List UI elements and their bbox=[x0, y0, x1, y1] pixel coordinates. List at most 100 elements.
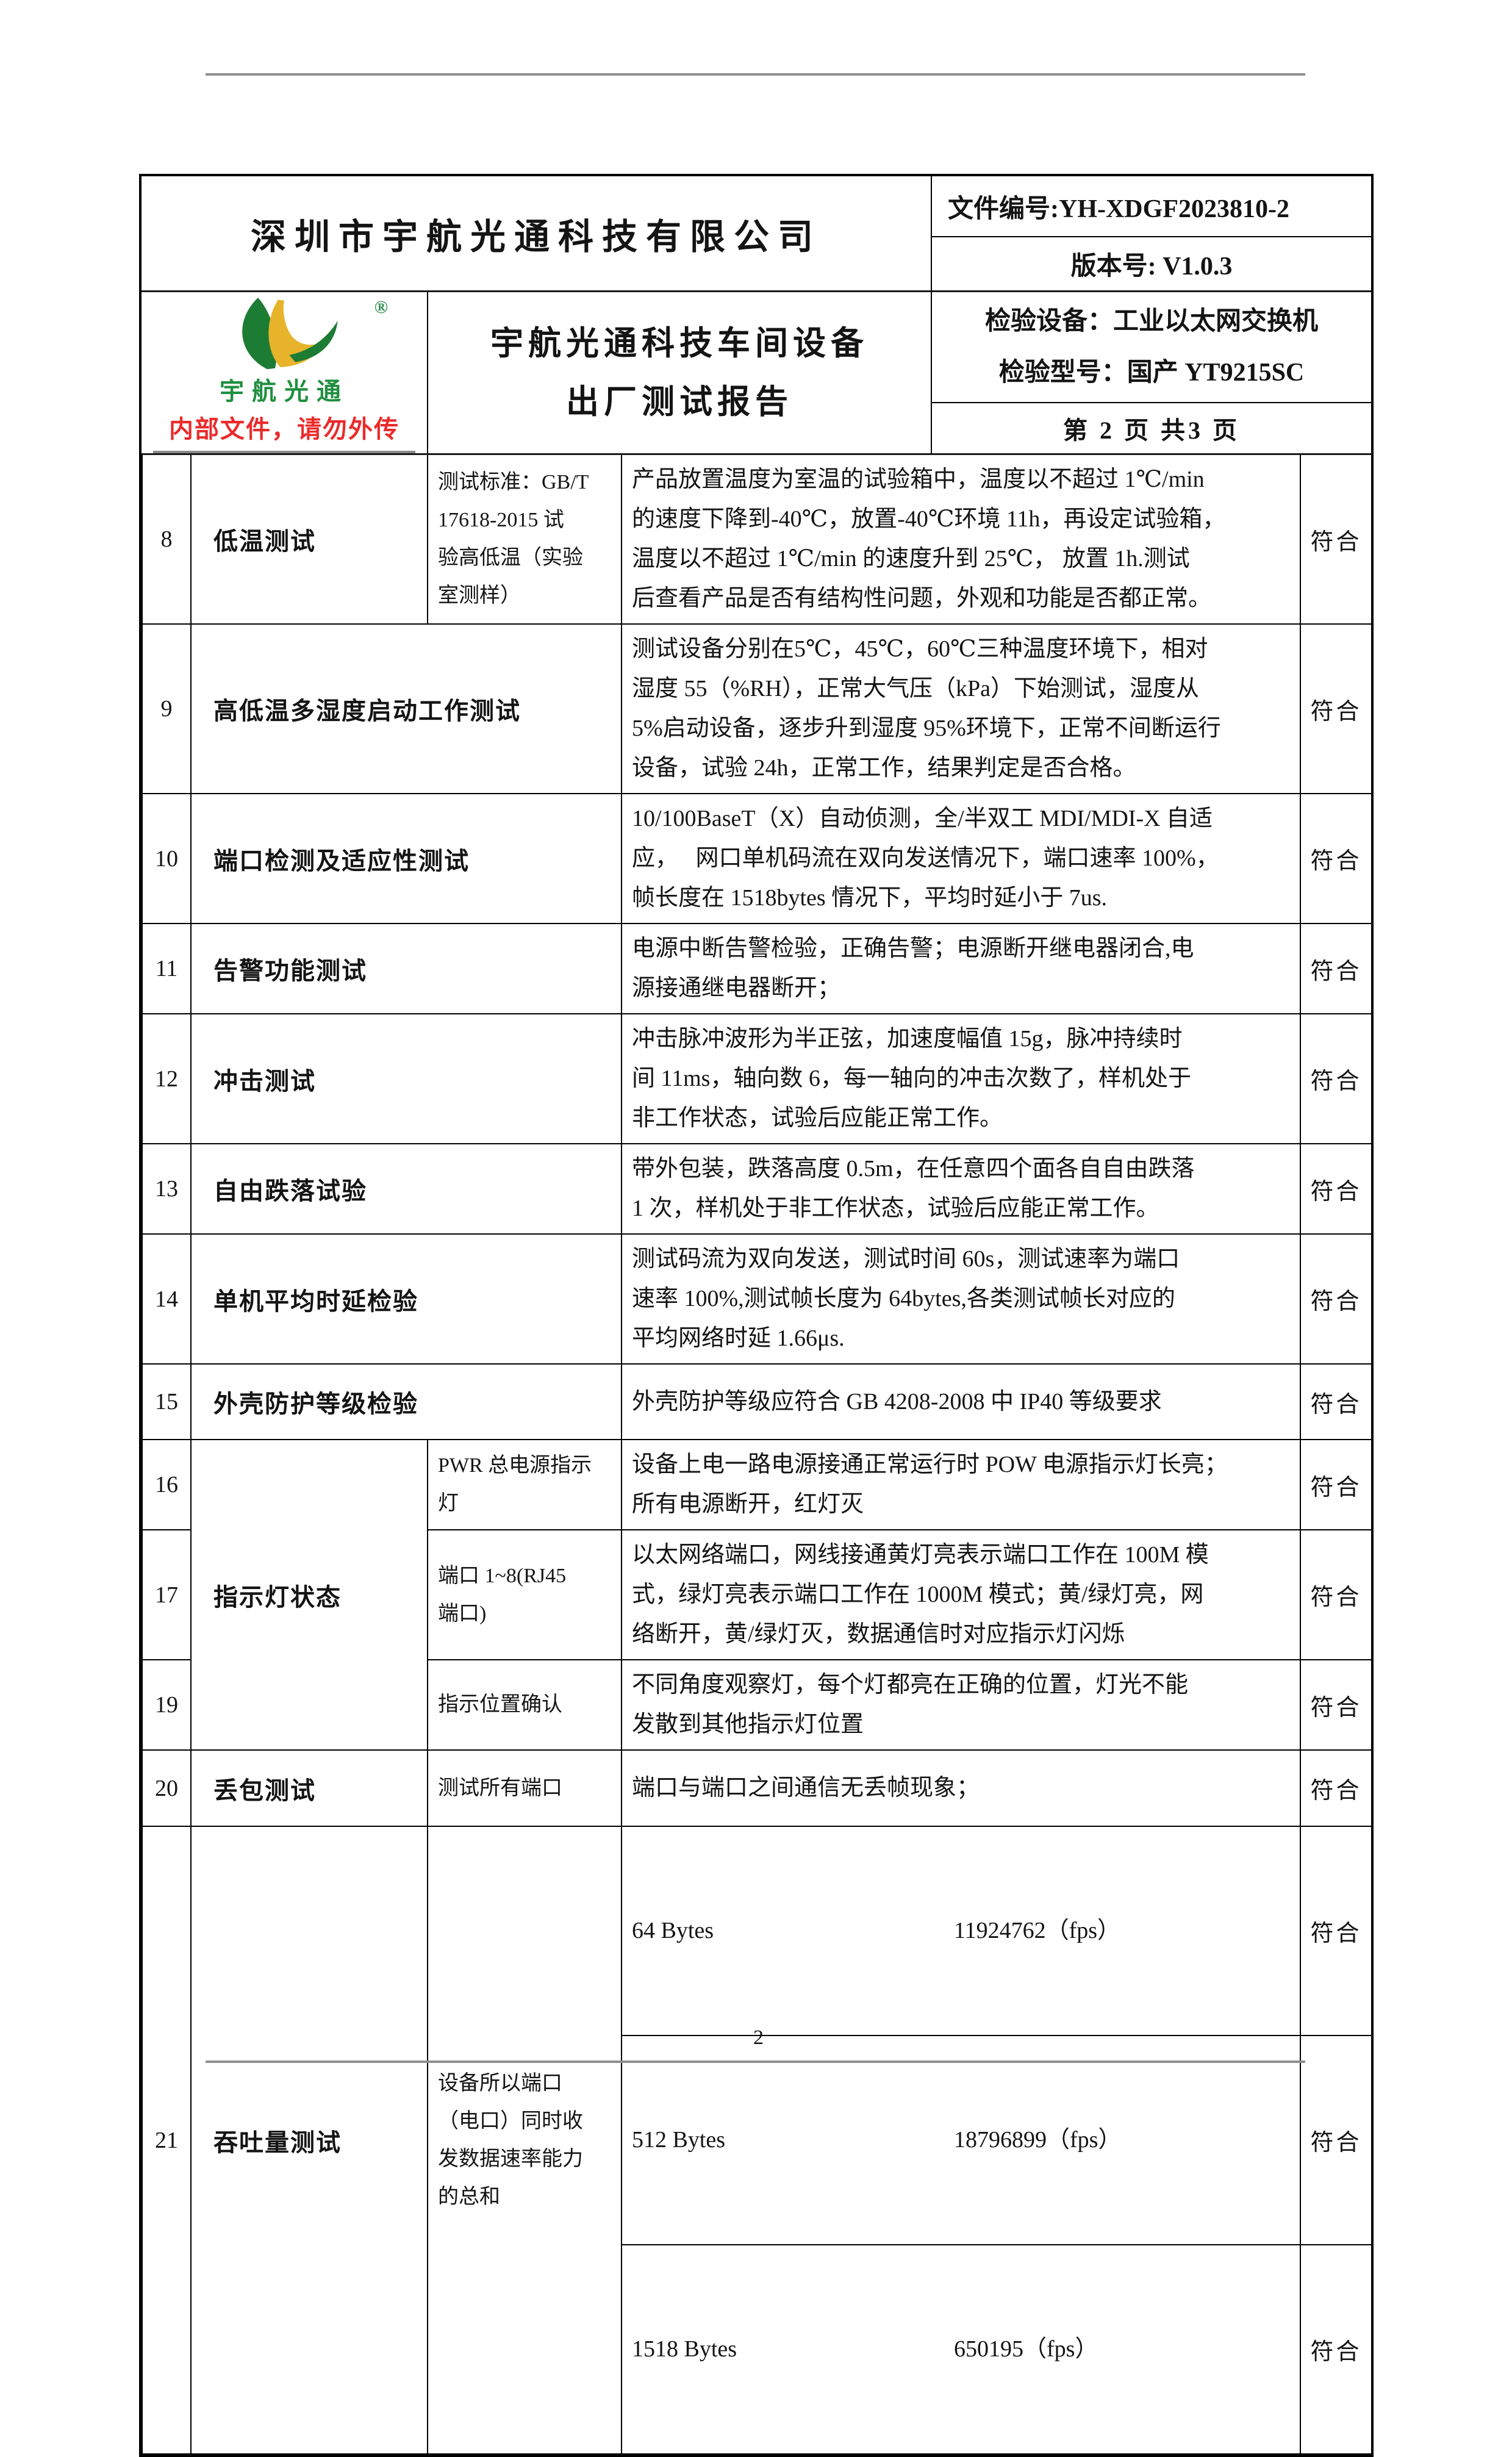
test-description: 带外包装，跌落高度 0.5m，在任意四个面各自自由跌落 1 次，样机处于非工作状… bbox=[621, 1143, 1301, 1235]
device-info: 检验设备：工业以太网交换机 检验型号：国产 YT9215SC bbox=[932, 292, 1371, 403]
test-result: 符合 bbox=[1300, 1013, 1372, 1144]
row-number: 20 bbox=[142, 1749, 192, 1827]
test-result: 符合 bbox=[1300, 623, 1372, 794]
table-row: 14 单机平均时延检验 测试码流为双向发送，测试时间 60s，测试速率为端口 速… bbox=[142, 1233, 1372, 1365]
report-header: 深圳市宇航光通科技有限公司 文件编号:YH-XDGF2023810-2 版本号:… bbox=[142, 176, 1371, 453]
test-result: 符合 bbox=[1300, 1233, 1372, 1365]
test-result: 符合 bbox=[1300, 923, 1372, 1014]
registered-trademark-icon: ® bbox=[374, 297, 388, 317]
inspected-device: 检验设备：工业以太网交换机 bbox=[984, 307, 1318, 335]
test-name: 丢包测试 bbox=[190, 1749, 428, 1827]
test-description: 外壳防护等级应符合 GB 4208-2008 中 IP40 等级要求 bbox=[621, 1363, 1301, 1440]
table-row: 20 丢包测试 测试所有端口 端口与端口之间通信无丢帧现象； 符合 bbox=[142, 1749, 1372, 1827]
test-report-sheet: 深圳市宇航光通科技有限公司 文件编号:YH-XDGF2023810-2 版本号:… bbox=[139, 174, 1374, 2457]
test-name: 冲击测试 bbox=[190, 1013, 622, 1144]
test-name: 指示灯状态 bbox=[190, 1439, 428, 1751]
row-number: 21 bbox=[142, 1826, 192, 2455]
table-row: 8 低温测试 测试标准：GB/T 17618-2015 试 验高低温（实验 室测… bbox=[142, 453, 1372, 625]
row-number: 11 bbox=[142, 923, 192, 1014]
test-standard: 测试标准：GB/T 17618-2015 试 验高低温（实验 室测样） bbox=[427, 453, 622, 625]
throughput-value: 650195（fps） bbox=[954, 2336, 1098, 2362]
test-result: 符合 bbox=[1300, 1439, 1372, 1530]
test-result: 符合 bbox=[1300, 1826, 1372, 2036]
test-name: 告警功能测试 bbox=[190, 923, 622, 1014]
table-row: 15 外壳防护等级检验 外壳防护等级应符合 GB 4208-2008 中 IP4… bbox=[142, 1363, 1372, 1440]
company-logo bbox=[242, 297, 338, 370]
test-subitem: 端口 1~8(RJ45 端口) bbox=[427, 1529, 622, 1660]
test-description: 设备上电一路电源接通正常运行时 POW 电源指示灯长亮； 所有电源断开，红灯灭 bbox=[621, 1439, 1301, 1530]
test-name: 低温测试 bbox=[190, 453, 428, 625]
row-number: 15 bbox=[142, 1363, 192, 1440]
test-description: 电源中断告警检验，正确告警；电源断开继电器闭合,电 源接通继电器断开； bbox=[621, 923, 1301, 1014]
row-number: 17 bbox=[142, 1529, 192, 1660]
test-description: 测试码流为双向发送，测试时间 60s，测试速率为端口 速率 100%,测试帧长度… bbox=[621, 1233, 1301, 1365]
table-row: 11 告警功能测试 电源中断告警检验，正确告警；电源断开继电器闭合,电 源接通继… bbox=[142, 923, 1372, 1014]
page-info: 第 2 页 共3 页 bbox=[1063, 417, 1240, 444]
frame-size: 512 Bytes bbox=[632, 2127, 726, 2153]
row-number: 8 bbox=[142, 453, 192, 625]
table-row: 19 指示位置确认 不同角度观察灯，每个灯都亮在正确的位置，灯光不能 发散到其他… bbox=[142, 1659, 1372, 1751]
test-result: 符合 bbox=[1300, 1143, 1372, 1235]
logo-cell: ® 宇航光通 内部文件，请勿外传 bbox=[142, 292, 428, 453]
table-row: 10 端口检测及适应性测试 10/100BaseT（X）自动侦测，全/半双工 M… bbox=[142, 793, 1372, 924]
logo-brand-text: 宇航光通 bbox=[220, 377, 349, 405]
test-subitem: 设备所以端口 （电口）同时收 发数据速率能力 的总和 bbox=[427, 1826, 622, 2455]
frame-size: 1518 Bytes bbox=[632, 2336, 737, 2362]
logo-underline bbox=[153, 450, 415, 453]
throughput-measurement: 1518 Bytes 650195（fps） bbox=[621, 2244, 1301, 2455]
test-name: 吞吐量测试 bbox=[190, 1826, 428, 2455]
throughput-measurement: 512 Bytes 18796899（fps） bbox=[621, 2035, 1301, 2245]
row-number: 12 bbox=[142, 1013, 192, 1144]
report-title: 宇航光通科技车间设备 出厂测试报告 bbox=[428, 292, 932, 453]
confidential-notice: 内部文件，请勿外传 bbox=[169, 415, 399, 443]
test-description: 端口与端口之间通信无丢帧现象； bbox=[621, 1749, 1301, 1827]
row-number: 16 bbox=[142, 1439, 192, 1530]
table-row: 9 高低温多湿度启动工作测试 测试设备分别在5℃，45℃，60℃三种温度环境下，… bbox=[142, 623, 1372, 794]
test-name: 自由跌落试验 bbox=[190, 1143, 622, 1235]
test-description: 以太网络端口，网线接通黄灯亮表示端口工作在 100M 模 式，绿灯亮表示端口工作… bbox=[621, 1529, 1301, 1660]
throughput-value: 18796899（fps） bbox=[954, 2127, 1122, 2153]
test-subitem: 测试所有端口 bbox=[427, 1749, 622, 1827]
table-row: 13 自由跌落试验 带外包装，跌落高度 0.5m，在任意四个面各自自由跌落 1 … bbox=[142, 1143, 1372, 1235]
test-description: 10/100BaseT（X）自动侦测，全/半双工 MDI/MDI-X 自适 应，… bbox=[621, 793, 1301, 924]
test-result: 符合 bbox=[1300, 2244, 1372, 2455]
test-result: 符合 bbox=[1300, 1529, 1372, 1660]
table-row: 21 吞吐量测试 设备所以端口 （电口）同时收 发数据速率能力 的总和 64 B… bbox=[142, 1826, 1372, 2455]
test-description: 产品放置温度为室温的试验箱中，温度以不超过 1℃/min 的速度下降到-40℃，… bbox=[621, 453, 1301, 625]
test-description: 冲击脉冲波形为半正弦，加速度幅值 15g，脉冲持续时 间 11ms，轴向数 6，… bbox=[621, 1013, 1301, 1144]
company-name: 深圳市宇航光通科技有限公司 bbox=[142, 176, 932, 292]
test-results-table: 8 低温测试 测试标准：GB/T 17618-2015 试 验高低温（实验 室测… bbox=[142, 453, 1372, 2455]
test-subitem: PWR 总电源指示 灯 bbox=[427, 1439, 622, 1530]
row-number: 10 bbox=[142, 793, 192, 924]
document-number: 文件编号:YH-XDGF2023810-2 bbox=[932, 176, 1371, 237]
footer-page-number: 2 bbox=[753, 2026, 764, 2049]
inspected-model: 检验型号：国产 YT9215SC bbox=[998, 359, 1305, 387]
row-number: 14 bbox=[142, 1233, 192, 1365]
test-result: 符合 bbox=[1300, 453, 1372, 625]
test-result: 符合 bbox=[1300, 2035, 1372, 2245]
frame-size: 64 Bytes bbox=[632, 1918, 714, 1943]
table-row: 16 指示灯状态 PWR 总电源指示 灯 设备上电一路电源接通正常运行时 POW… bbox=[142, 1439, 1372, 1751]
test-name: 单机平均时延检验 bbox=[190, 1233, 622, 1365]
test-result: 符合 bbox=[1300, 793, 1372, 924]
report-title-line1: 宇航光通科技车间设备 bbox=[490, 325, 869, 362]
report-title-line2: 出厂测试报告 bbox=[566, 384, 793, 420]
table-row: 12 冲击测试 冲击脉冲波形为半正弦，加速度幅值 15g，脉冲持续时 间 11m… bbox=[142, 1013, 1372, 1144]
test-name: 外壳防护等级检验 bbox=[190, 1363, 622, 1440]
test-name: 高低温多湿度启动工作测试 bbox=[190, 623, 622, 794]
test-result: 符合 bbox=[1300, 1659, 1372, 1751]
test-result: 符合 bbox=[1300, 1363, 1372, 1440]
test-result: 符合 bbox=[1300, 1749, 1372, 1827]
throughput-value: 11924762（fps） bbox=[954, 1918, 1121, 1943]
test-description: 不同角度观察灯，每个灯都亮在正确的位置，灯光不能 发散到其他指示灯位置 bbox=[621, 1659, 1301, 1751]
test-name: 端口检测及适应性测试 bbox=[190, 793, 622, 924]
test-description: 测试设备分别在5℃，45℃，60℃三种温度环境下，相对 湿度 55（%RH），正… bbox=[621, 623, 1301, 794]
bottom-page-rule bbox=[206, 2061, 1305, 2063]
top-page-rule bbox=[206, 73, 1305, 76]
row-number: 13 bbox=[142, 1143, 192, 1235]
table-row: 17 端口 1~8(RJ45 端口) 以太网络端口，网线接通黄灯亮表示端口工作在… bbox=[142, 1529, 1372, 1660]
throughput-measurement: 64 Bytes 11924762（fps） bbox=[621, 1826, 1301, 2036]
row-number: 9 bbox=[142, 623, 192, 794]
test-subitem: 指示位置确认 bbox=[427, 1659, 622, 1751]
version-number: 版本号: V1.0.3 bbox=[932, 237, 1371, 292]
